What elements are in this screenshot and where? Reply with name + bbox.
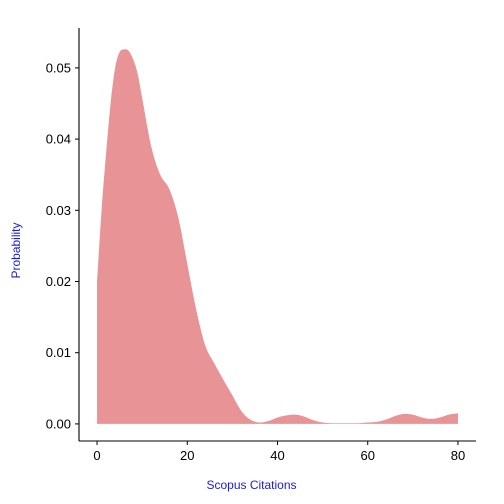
- y-tick-label: 0.02: [46, 274, 71, 289]
- x-tick-label: 40: [270, 448, 284, 463]
- x-axis-title: Scopus Citations: [206, 478, 296, 492]
- x-tick-label: 0: [93, 448, 100, 463]
- density-area-layer: [97, 49, 458, 424]
- x-tick-label: 20: [180, 448, 194, 463]
- y-tick-label: 0.04: [46, 132, 71, 147]
- density-area: [97, 49, 458, 424]
- y-tick-label: 0.01: [46, 345, 71, 360]
- y-tick-label: 0.00: [46, 416, 71, 431]
- y-tick-label: 0.03: [46, 203, 71, 218]
- x-tick-label: 60: [360, 448, 374, 463]
- y-axis-ticks: 0.00 0.01 0.02 0.03 0.04 0.05: [46, 60, 79, 431]
- x-tick-label: 80: [451, 448, 465, 463]
- y-tick-label: 0.05: [46, 60, 71, 75]
- x-axis-ticks: 0 20 40 60 80: [93, 441, 465, 463]
- y-axis-title: Probability: [9, 222, 23, 278]
